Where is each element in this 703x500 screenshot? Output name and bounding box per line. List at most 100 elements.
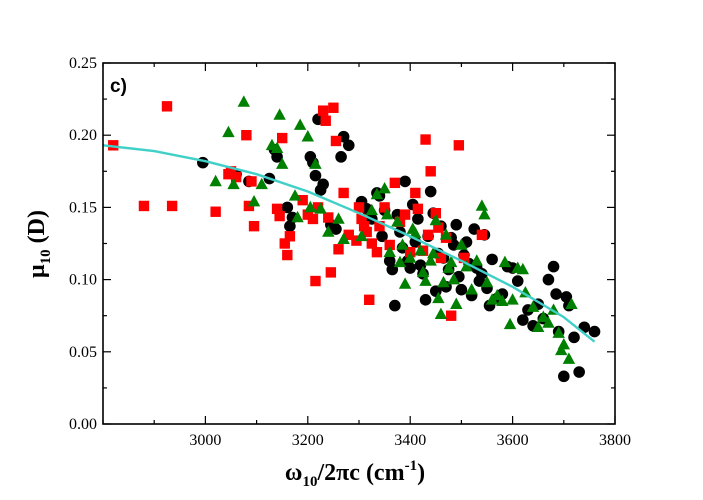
data-point-triangle — [370, 187, 384, 200]
data-point-triangle — [419, 274, 432, 286]
data-point-circle — [550, 288, 562, 300]
data-point-square — [248, 220, 260, 232]
data-point-square — [246, 176, 257, 187]
data-point-triangle — [498, 255, 512, 268]
data-point-square — [425, 166, 436, 177]
data-point-circle — [342, 139, 355, 152]
data-point-triangle — [444, 255, 458, 268]
data-point-triangle — [424, 254, 437, 266]
data-point-triangle — [255, 177, 268, 190]
data-point-triangle — [537, 310, 550, 322]
data-point-square — [338, 187, 349, 199]
data-point-square — [343, 229, 354, 241]
data-point-square — [430, 207, 441, 219]
data-point-triangle — [273, 108, 286, 120]
data-point-triangle — [496, 294, 509, 307]
data-point-triangle — [552, 326, 565, 338]
data-point-triangle — [470, 254, 483, 266]
data-point-triangle — [314, 202, 327, 214]
data-point-triangle — [293, 118, 307, 130]
data-point-circle — [547, 260, 560, 273]
data-point-circle — [568, 331, 580, 344]
y-axis-title: μ10 (D) — [24, 210, 54, 278]
data-point-square — [297, 194, 308, 206]
data-point-triangle — [291, 210, 304, 223]
data-point-triangle — [437, 275, 450, 288]
data-point-square — [307, 213, 319, 225]
data-point-circle — [271, 151, 283, 163]
data-point-square — [225, 166, 237, 177]
data-point-triangle — [309, 157, 322, 169]
data-point-triangle — [542, 316, 555, 328]
data-point-circle — [455, 283, 468, 296]
data-point-square — [310, 275, 321, 287]
data-point-square — [356, 213, 367, 225]
data-point-square — [323, 212, 334, 223]
data-point-circle — [412, 213, 424, 225]
y-tick-label: 0.05 — [69, 344, 97, 361]
data-point-triangle — [478, 208, 491, 220]
data-point-triangle — [378, 182, 391, 194]
data-point-square — [433, 222, 444, 233]
data-point-square — [271, 203, 283, 215]
data-point-circle — [330, 223, 342, 235]
data-point-triangle — [288, 189, 302, 201]
data-point-square — [476, 229, 488, 241]
data-point-square — [328, 102, 339, 113]
data-point-triangle — [304, 200, 317, 213]
x-tick-label: 3600 — [497, 432, 529, 449]
data-point-triangle — [222, 125, 235, 138]
y-tick-label: 0.25 — [69, 55, 97, 72]
y-tick-label: 0.15 — [69, 199, 97, 216]
data-point-triangle — [301, 130, 314, 142]
data-point-triangle — [447, 273, 460, 285]
data-point-triangle — [209, 174, 222, 187]
data-point-triangle — [383, 245, 396, 257]
data-point-square — [279, 238, 290, 249]
data-point-triangle — [565, 297, 578, 309]
data-point-triangle — [562, 352, 576, 364]
data-point-square — [320, 115, 331, 126]
y-tick-label: 0.00 — [69, 416, 97, 433]
x-tick-label: 3400 — [394, 432, 426, 449]
y-tick-label: 0.20 — [69, 127, 97, 144]
x-tick-label: 3200 — [292, 432, 324, 449]
data-point-square — [358, 220, 370, 232]
data-point-circle — [399, 175, 411, 188]
y-tick-label: 0.10 — [69, 272, 97, 289]
data-point-square — [325, 267, 337, 278]
data-point-triangle — [526, 300, 540, 312]
data-point-circle — [309, 169, 322, 182]
data-point-circle — [404, 262, 417, 274]
data-point-triangle — [516, 262, 530, 275]
data-point-circle — [517, 314, 529, 326]
data-point-square — [371, 246, 383, 258]
data-point-square — [333, 244, 344, 255]
x-tick-label: 3000 — [189, 432, 221, 449]
data-point-triangle — [247, 195, 261, 207]
panel-label: c) — [110, 76, 127, 97]
data-point-square — [317, 105, 329, 116]
data-point-triangle — [391, 215, 404, 227]
data-point-square — [282, 249, 293, 261]
data-point-triangle — [491, 288, 504, 301]
data-point-triangle — [519, 285, 532, 298]
data-point-square — [353, 202, 365, 213]
data-point-square — [422, 229, 434, 241]
data-point-circle — [511, 275, 524, 287]
data-point-triangle — [432, 291, 445, 304]
data-point-triangle — [429, 213, 442, 226]
data-point-triangle — [475, 199, 489, 211]
data-point-triangle — [460, 260, 473, 272]
data-point-square — [458, 252, 470, 264]
data-point-square — [453, 140, 465, 151]
data-point-triangle — [532, 320, 545, 333]
fit-curve — [102, 144, 596, 343]
data-point-square — [166, 200, 178, 212]
data-point-triangle — [455, 238, 468, 250]
data-point-triangle — [409, 226, 422, 239]
data-point-square — [277, 132, 288, 144]
data-point-square — [284, 231, 296, 242]
data-point-triangle — [380, 208, 394, 220]
data-point-square — [161, 101, 173, 112]
